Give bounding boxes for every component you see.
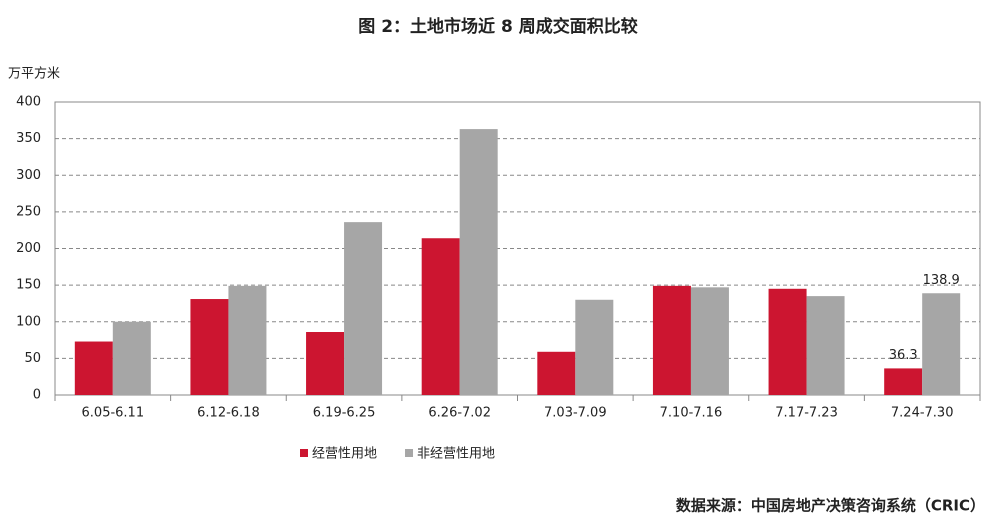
- bar: [537, 351, 576, 395]
- bar: [922, 293, 961, 395]
- y-tick-label: 50: [24, 351, 41, 366]
- bar: [112, 321, 151, 395]
- x-tick-label: 6.12-6.18: [197, 406, 260, 421]
- y-tick-label: 350: [16, 131, 41, 146]
- bar: [575, 299, 614, 395]
- x-tick-label: 6.05-6.11: [82, 406, 145, 421]
- bar: [190, 299, 229, 395]
- bar: [74, 341, 113, 395]
- legend-label: 非经营性用地: [417, 447, 495, 462]
- chart-title: 图 2：土地市场近 8 周成交面积比较: [358, 16, 637, 37]
- bar: [459, 129, 498, 396]
- y-tick-label: 300: [16, 168, 41, 183]
- y-tick-label: 0: [33, 388, 41, 403]
- y-tick-label: 100: [16, 314, 41, 329]
- data-label: 138.9: [923, 273, 960, 288]
- bar: [768, 288, 807, 395]
- x-tick-label: 7.24-7.30: [891, 406, 954, 421]
- y-tick-label: 250: [16, 204, 41, 219]
- y-axis-label: 万平方米: [8, 66, 60, 82]
- y-tick-label: 150: [16, 278, 41, 293]
- data-label: 36.3: [889, 348, 918, 363]
- legend-swatch: [405, 449, 414, 457]
- bar: [421, 238, 460, 395]
- bar: [228, 285, 267, 395]
- bar: [344, 222, 383, 395]
- x-tick-label: 6.19-6.25: [313, 406, 376, 421]
- legend-swatch: [300, 449, 308, 457]
- bar: [652, 285, 691, 395]
- y-tick-label: 400: [16, 95, 41, 110]
- y-tick-label: 200: [16, 241, 41, 256]
- x-tick-label: 7.03-7.09: [544, 406, 607, 421]
- x-tick-label: 6.26-7.02: [428, 406, 491, 421]
- x-tick-label: 7.10-7.16: [660, 406, 723, 421]
- bar: [306, 332, 345, 395]
- x-tick-label: 7.17-7.23: [775, 406, 838, 421]
- bar: [884, 368, 923, 395]
- bar: [806, 296, 845, 395]
- legend-label: 经营性用地: [312, 447, 377, 462]
- source-note: 数据来源：中国房地产决策咨询系统（CRIC）: [676, 497, 985, 515]
- bar: [690, 287, 729, 395]
